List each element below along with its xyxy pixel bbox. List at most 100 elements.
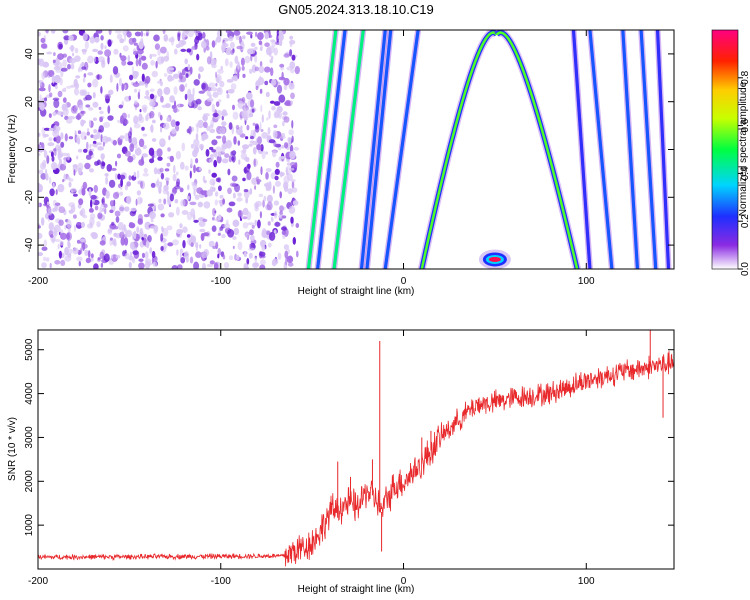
noise-blob [290,216,294,224]
noise-blob [198,167,202,171]
noise-blob [80,90,88,95]
track-line [571,30,592,269]
snr-axes: -200 -100 0 100 1000 2000 3000 4000 5000 [24,330,674,587]
noise-blob [189,201,197,206]
noise-blob [202,32,206,39]
noise-blob [83,148,88,153]
noise-blob [151,53,157,57]
noise-blob [182,226,188,233]
noise-blob [168,135,171,141]
noise-blob [293,146,299,151]
track-line [359,30,387,269]
noise-blob [172,239,179,246]
noise-blob [294,66,300,75]
noise-blob [168,200,171,204]
noise-blob [175,121,180,126]
noise-blob [295,223,300,228]
noise-blob [38,132,41,137]
noise-blob [280,171,283,178]
noise-blob [66,118,73,124]
noise-blob [178,103,180,109]
noise-blob [103,203,108,208]
noise-blob [256,181,260,185]
noise-blob [82,77,86,83]
noise-blob [85,154,92,160]
noise-blob [237,100,244,109]
noise-blob [191,100,199,109]
noise-blob [241,65,245,71]
noise-blob [174,185,181,190]
noise-blob [271,106,276,111]
noise-blob [160,246,164,251]
noise-blob [164,177,170,181]
noise-blob [281,230,287,235]
noise-blob [175,150,181,160]
noise-blob [116,153,122,159]
noise-blob [109,74,113,83]
noise-blob [89,222,93,228]
noise-blob [105,190,110,199]
noise-blob [251,108,255,113]
noise-blob [265,172,269,180]
noise-blob [215,177,221,183]
noise-blob [60,259,66,266]
noise-blob [54,204,58,212]
noise-blob [168,212,175,218]
noise-blob [40,43,48,49]
hot-spot [478,249,511,269]
noise-blob [234,55,239,64]
noise-blob [237,71,240,80]
noise-blob [53,99,60,109]
noise-blob [126,181,131,187]
noise-blob [97,129,102,133]
snr-y-tick-label: 1000 [24,514,35,537]
noise-blob [206,263,214,268]
noise-blob [120,237,126,246]
noise-blob [108,260,114,265]
noise-blob [232,192,236,199]
noise-blob [67,242,71,249]
noise-blob [145,114,149,122]
noise-blob [40,37,46,44]
noise-blob [142,173,149,177]
noise-blob [180,76,187,83]
y-tick-label: 40 [24,48,35,60]
noise-blob [127,61,134,66]
noise-blob [144,251,149,259]
noise-blob [163,184,169,192]
noise-blob [41,262,47,268]
noise-blob [268,231,276,241]
noise-blob [81,66,87,70]
noise-blob [85,104,91,108]
noise-blob [186,234,191,238]
noise-blob [86,141,89,150]
noise-blob [104,45,107,50]
noise-blob [57,183,65,193]
noise-blob [38,225,41,229]
noise-blob [253,147,256,154]
noise-blob [264,80,269,86]
noise-blob [119,38,125,44]
noise-blob [201,135,206,142]
noise-blob [216,155,222,164]
noise-blob [44,97,48,102]
noise-blob [250,234,255,242]
noise-blob [254,219,257,226]
noise-blob [90,253,94,259]
noise-blob [149,158,155,164]
snr-x-axis-label: Height of straight line (km) [298,584,415,595]
noise-blob [82,32,88,41]
noise-blob [236,254,240,261]
noise-blob [116,33,123,40]
noise-blob [95,30,103,34]
noise-blob [193,219,199,223]
noise-blob [264,31,269,40]
noise-blob [244,55,251,64]
noise-blob [99,206,103,214]
noise-blob [283,185,289,192]
noise-blob [89,143,92,149]
noise-blob [212,112,219,118]
noise-blob [258,40,263,46]
noise-blob [133,122,141,129]
noise-blob [93,56,97,63]
